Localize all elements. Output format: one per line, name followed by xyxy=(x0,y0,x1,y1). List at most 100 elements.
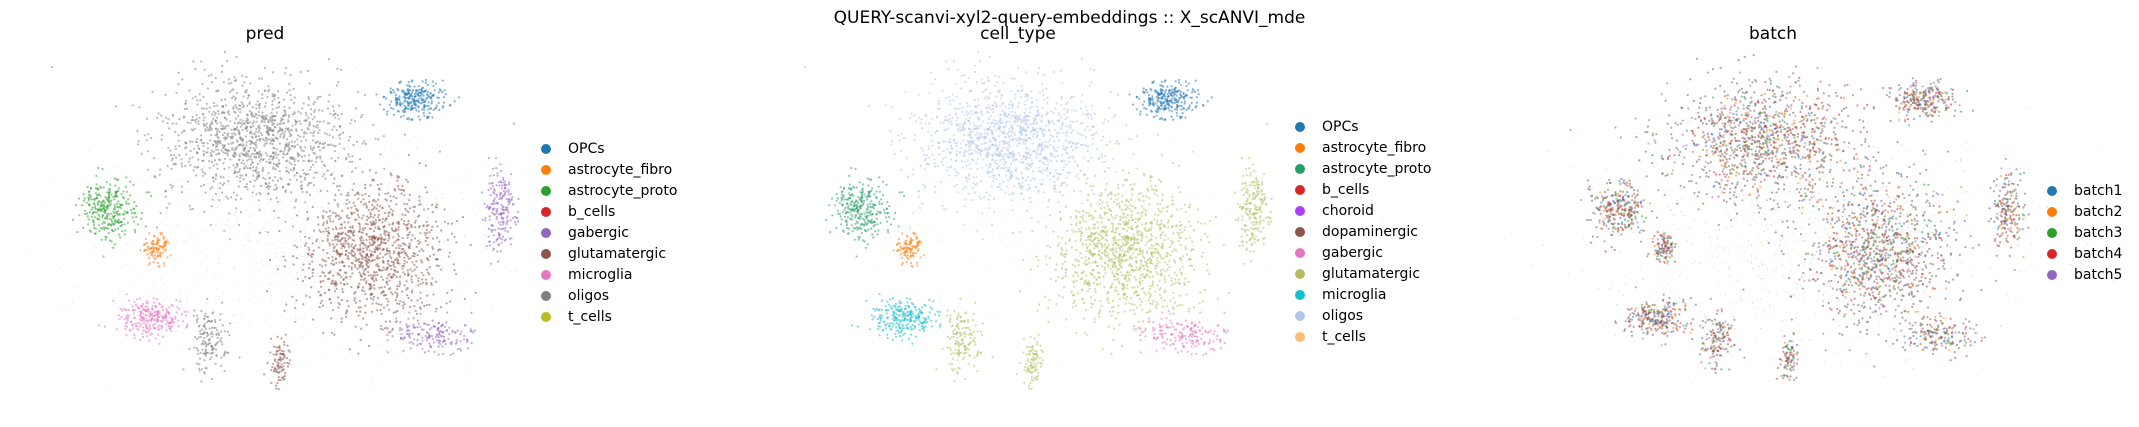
scatter-point xyxy=(344,312,348,315)
scatter-point xyxy=(242,119,245,122)
scatter-point xyxy=(400,336,403,339)
scatter-point xyxy=(383,285,386,288)
scatter-point xyxy=(299,230,302,233)
scatter-point xyxy=(469,330,472,333)
scatter-point xyxy=(438,144,440,146)
scatter-point xyxy=(264,136,267,139)
scatter-point xyxy=(377,213,380,216)
scatter-point xyxy=(504,229,507,232)
scatter-point xyxy=(165,319,168,322)
scatter-point xyxy=(237,114,240,117)
scatter-point xyxy=(267,90,270,93)
scatter-point xyxy=(462,198,464,200)
scatter-point xyxy=(144,331,147,334)
scatter-point xyxy=(903,136,906,140)
scatter-point xyxy=(141,302,145,306)
scatter-point xyxy=(142,317,145,320)
scatter-point xyxy=(399,244,402,247)
scatter-point xyxy=(175,311,178,314)
scatter-point xyxy=(262,265,264,267)
scatter-point xyxy=(398,97,401,100)
scatter-point xyxy=(413,237,417,240)
scatter-point xyxy=(209,193,211,196)
scatter-point xyxy=(255,107,258,110)
scatter-point xyxy=(383,212,386,215)
scatter-point xyxy=(1077,177,1080,180)
scatter-point xyxy=(289,129,292,132)
scatter-point xyxy=(213,200,215,202)
scatter-point xyxy=(346,299,349,302)
scatter-point xyxy=(338,185,341,188)
scatter-point xyxy=(474,206,476,208)
scatter-point xyxy=(272,155,275,158)
scatter-point xyxy=(246,177,248,179)
scatter-point xyxy=(136,305,139,308)
scatter-point xyxy=(420,259,423,262)
scatter-point xyxy=(137,328,140,331)
scatter-point xyxy=(392,113,395,116)
scatter-point xyxy=(196,243,198,245)
scatter-point xyxy=(321,258,324,261)
scatter-point xyxy=(390,291,393,294)
scatter-point xyxy=(133,316,136,319)
scatter-point xyxy=(967,111,970,114)
scatter-point xyxy=(333,263,336,266)
scatter-point xyxy=(430,281,433,285)
scatter-point xyxy=(407,221,409,223)
scatter-point xyxy=(305,173,308,176)
scatter-point xyxy=(303,119,306,122)
scatter-point xyxy=(342,287,344,290)
scatter-point xyxy=(423,351,426,354)
scatter-point xyxy=(1010,199,1014,202)
scatter-point xyxy=(501,216,504,220)
scatter-point xyxy=(418,250,421,253)
scatter-point xyxy=(297,254,300,256)
scatter-point xyxy=(273,94,277,97)
scatter-point xyxy=(358,223,361,226)
scatter-point xyxy=(893,152,896,155)
scatter-point xyxy=(100,238,103,241)
scatter-point xyxy=(126,317,129,320)
scatter-point xyxy=(314,231,316,234)
scatter-point xyxy=(418,333,421,336)
scatter-point xyxy=(143,228,145,230)
scatter-point xyxy=(326,234,329,237)
scatter-point xyxy=(281,282,283,285)
scatter-point xyxy=(265,220,267,222)
scatter-point xyxy=(141,178,143,180)
scatter-point xyxy=(328,217,331,220)
scatter-point xyxy=(452,263,455,266)
scatter-point xyxy=(158,351,160,353)
scatter-point xyxy=(347,217,351,220)
scatter-point xyxy=(486,204,489,207)
scatter-point xyxy=(373,251,376,254)
scatter-point xyxy=(402,111,405,114)
scatter-point xyxy=(331,271,334,273)
scatter-point xyxy=(251,132,254,135)
scatter-point xyxy=(256,178,259,181)
scatter-point xyxy=(394,258,397,261)
scatter-point xyxy=(272,140,274,142)
scatter-point xyxy=(223,229,226,232)
scatter-point xyxy=(415,245,418,248)
scatter-point xyxy=(314,160,318,163)
scatter-point xyxy=(178,153,181,157)
scatter-point xyxy=(285,66,288,70)
scatter-point xyxy=(278,162,281,165)
scatter-point xyxy=(420,117,422,120)
scatter-point xyxy=(419,208,421,210)
scatter-point xyxy=(1014,169,1017,172)
scatter-point xyxy=(354,325,357,328)
scatter-point xyxy=(1072,157,1075,160)
scatter-point xyxy=(180,162,183,165)
scatter-point xyxy=(364,142,367,145)
scatter-point xyxy=(271,103,274,106)
scatter-point xyxy=(292,229,294,231)
scatter-point xyxy=(146,245,149,248)
scatter-point xyxy=(367,279,369,281)
scatter-point xyxy=(132,207,135,210)
scatter-point xyxy=(193,119,197,122)
scatter-point xyxy=(183,107,186,111)
scatter-point xyxy=(275,137,277,139)
scatter-point xyxy=(513,122,516,125)
